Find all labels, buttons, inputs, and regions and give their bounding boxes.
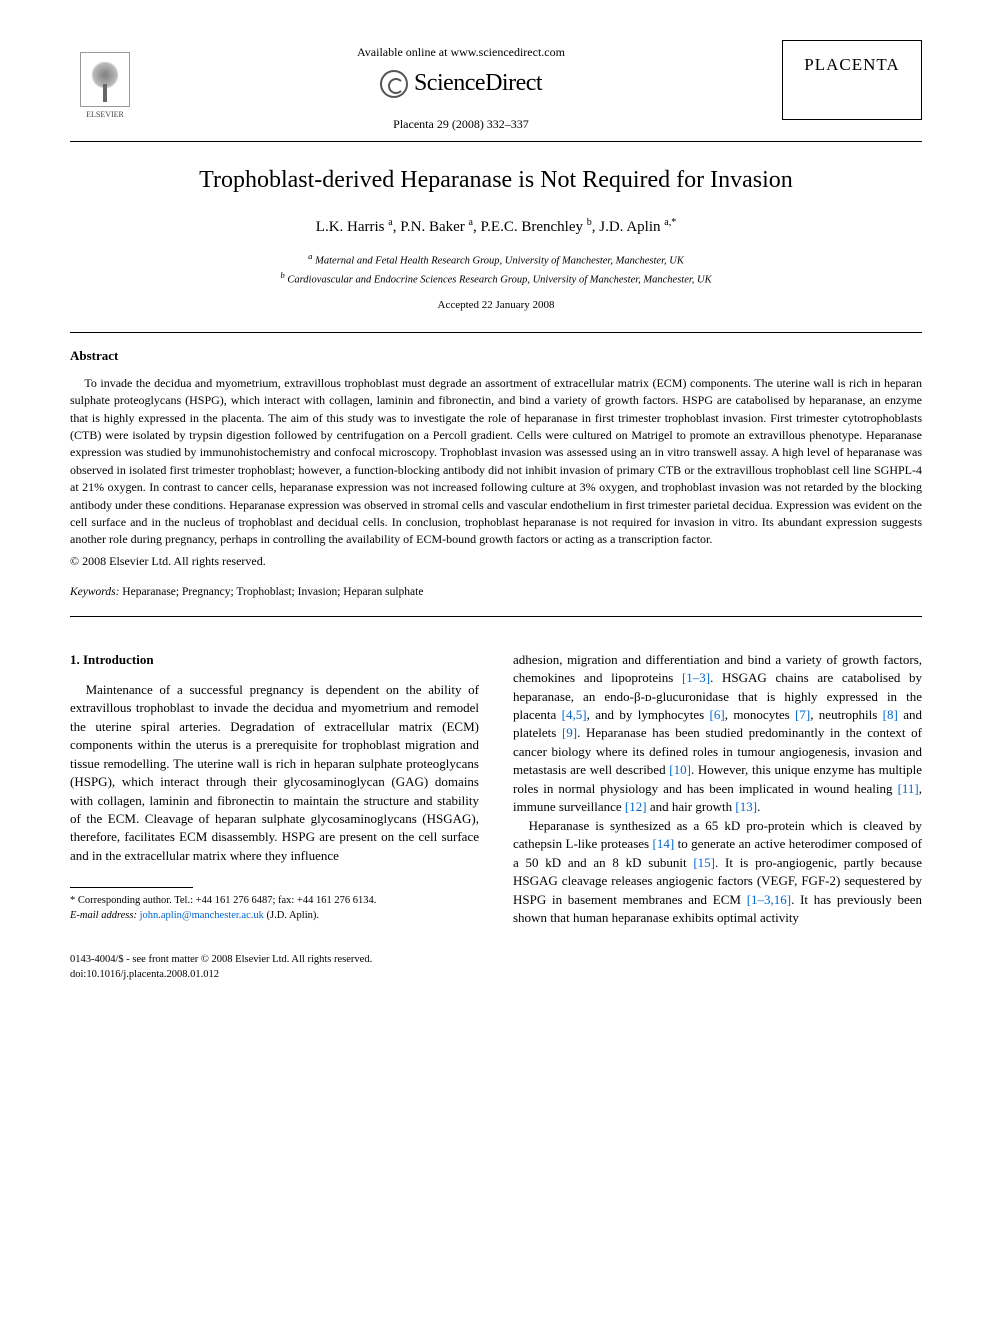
journal-reference: Placenta 29 (2008) 332–337 — [140, 116, 782, 133]
section-1-heading: 1. Introduction — [70, 651, 479, 669]
affiliations: a Maternal and Fetal Health Research Gro… — [70, 250, 922, 289]
body-columns: 1. Introduction Maintenance of a success… — [70, 651, 922, 928]
header-rule — [70, 141, 922, 142]
footnote-separator — [70, 887, 193, 888]
abstract-copyright: © 2008 Elsevier Ltd. All rights reserved… — [70, 553, 922, 570]
journal-cover-box: PLACENTA — [782, 40, 922, 120]
left-column: 1. Introduction Maintenance of a success… — [70, 651, 479, 928]
keywords-label: Keywords: — [70, 586, 119, 598]
abstract-heading: Abstract — [70, 347, 922, 365]
affiliation-b-text: Cardiovascular and Endocrine Sciences Re… — [287, 275, 711, 286]
ref-link[interactable]: [13] — [735, 799, 757, 814]
ref-link[interactable]: [1–3,16] — [747, 892, 791, 907]
abstract-block: Abstract To invade the decidua and myome… — [70, 332, 922, 617]
footnote-email-label: E-mail address: — [70, 910, 137, 921]
ref-link[interactable]: [15] — [693, 855, 715, 870]
intro-continuation: adhesion, migration and differentiation … — [513, 651, 922, 928]
col1-p1-text: Maintenance of a successful pregnancy is… — [70, 681, 479, 866]
footnote-email-suffix: (J.D. Aplin). — [267, 910, 320, 921]
footer-left-line1: 0143-4004/$ - see front matter © 2008 El… — [70, 953, 372, 968]
keywords-line: Keywords: Heparanase; Pregnancy; Trophob… — [70, 584, 922, 600]
sciencedirect-swirl-icon — [380, 70, 408, 98]
footnote-email-link[interactable]: john.aplin@manchester.ac.uk — [140, 910, 264, 921]
journal-name: PLACENTA — [804, 53, 899, 77]
ref-link[interactable]: [7] — [795, 707, 810, 722]
keywords-values: Heparanase; Pregnancy; Trophoblast; Inva… — [122, 586, 423, 598]
intro-paragraph-1: Maintenance of a successful pregnancy is… — [70, 681, 479, 866]
corresponding-author-footnote: * Corresponding author. Tel.: +44 161 27… — [70, 894, 479, 923]
col2-p1: adhesion, migration and differentiation … — [513, 651, 922, 817]
page-header: ELSEVIER Available online at www.science… — [70, 40, 922, 133]
affiliation-b: b Cardiovascular and Endocrine Sciences … — [70, 269, 922, 288]
ref-link[interactable]: [11] — [898, 781, 919, 796]
right-column: adhesion, migration and differentiation … — [513, 651, 922, 928]
footnote-email-line: E-mail address: john.aplin@manchester.ac… — [70, 909, 479, 924]
author-list: L.K. Harris a, P.N. Baker a, P.E.C. Bren… — [70, 216, 922, 238]
affiliation-a: a Maternal and Fetal Health Research Gro… — [70, 250, 922, 269]
footnote-corr: * Corresponding author. Tel.: +44 161 27… — [70, 894, 479, 909]
sciencedirect-logo: ScienceDirect — [380, 67, 542, 101]
affiliation-a-text: Maternal and Fetal Health Research Group… — [315, 255, 684, 266]
col2-p2: Heparanase is synthesized as a 65 kD pro… — [513, 817, 922, 928]
elsevier-logo: ELSEVIER — [70, 40, 140, 120]
abstract-text: To invade the decidua and myometrium, ex… — [70, 375, 922, 549]
available-online-line: Available online at www.sciencedirect.co… — [140, 44, 782, 61]
ref-link[interactable]: [9] — [562, 725, 577, 740]
ref-link[interactable]: [8] — [883, 707, 898, 722]
ref-link[interactable]: [10] — [669, 762, 691, 777]
ref-link[interactable]: [12] — [625, 799, 647, 814]
ref-link[interactable]: [14] — [653, 836, 675, 851]
article-title: Trophoblast-derived Heparanase is Not Re… — [70, 164, 922, 198]
footer-left-line2: doi:10.1016/j.placenta.2008.01.012 — [70, 968, 372, 983]
ref-link[interactable]: [6] — [710, 707, 725, 722]
publisher-name: ELSEVIER — [86, 109, 124, 120]
ref-link[interactable]: [1–3] — [682, 670, 710, 685]
elsevier-tree-icon — [80, 52, 130, 107]
footer-left: 0143-4004/$ - see front matter © 2008 El… — [70, 953, 372, 982]
center-header: Available online at www.sciencedirect.co… — [140, 40, 782, 133]
ref-link[interactable]: [4,5] — [562, 707, 587, 722]
sciencedirect-text: ScienceDirect — [414, 67, 542, 101]
page-footer: 0143-4004/$ - see front matter © 2008 El… — [70, 953, 922, 982]
accepted-date: Accepted 22 January 2008 — [70, 298, 922, 313]
